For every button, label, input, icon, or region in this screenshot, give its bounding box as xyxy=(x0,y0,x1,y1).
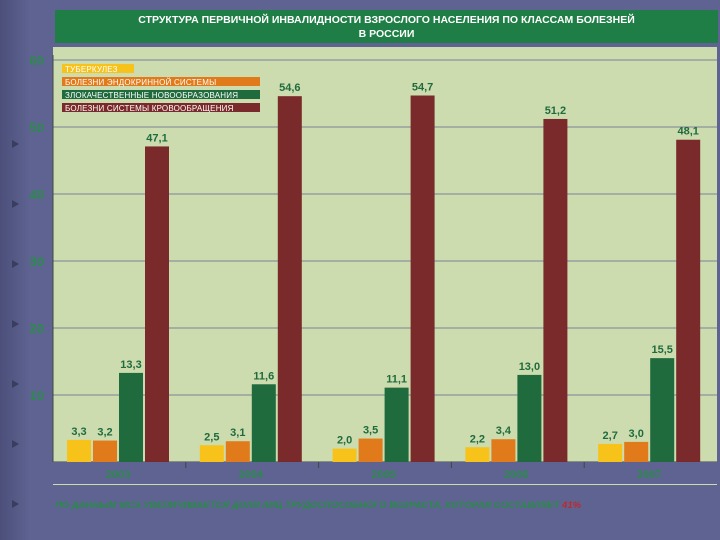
legend-label: ЗЛОКАЧЕСТВЕННЫЕ НОВООБРАЗОВАНИЯ xyxy=(65,91,238,100)
data-label: 3,0 xyxy=(629,428,644,440)
legend-swatch xyxy=(62,77,260,86)
data-label: 51,2 xyxy=(545,105,566,117)
data-label: 54,7 xyxy=(412,82,433,94)
footer-note-text: ПО ДАННЫМ МСЭ УВЕЛИЧИВАЕТСЯ ДОЛЯ ЛИЦ ТРУ… xyxy=(55,500,560,511)
x-tick-label: 2004 xyxy=(239,469,264,481)
data-label: 13,3 xyxy=(120,359,141,371)
bullet-arrow-icon xyxy=(12,320,19,328)
data-label: 3,5 xyxy=(363,425,378,437)
legend-label: ТУБЕРКУЛЕЗ xyxy=(65,65,118,74)
y-tick-label: 30 xyxy=(30,254,44,269)
y-tick-label: 50 xyxy=(30,120,44,135)
data-label: 3,2 xyxy=(97,427,112,439)
chart-title-line-2: В РОССИИ xyxy=(358,28,415,40)
bar-2 xyxy=(491,439,516,462)
legend-label: БОЛЕЗНИ СИСТЕМЫ КРОВООБРАЩЕНИЯ xyxy=(65,104,234,113)
chart-title: СТРУКТУРА ПЕРВИЧНОЙ ИНВАЛИДНОСТИ ВЗРОСЛО… xyxy=(55,10,718,43)
bar-2 xyxy=(93,440,117,462)
bar-2 xyxy=(225,441,250,462)
bullet-arrow-icon xyxy=(12,140,19,148)
bullet-arrow-icon xyxy=(12,380,19,388)
legend-swatch xyxy=(62,103,260,112)
bullet-arrow-icon xyxy=(12,500,19,508)
footer-note: ПО ДАННЫМ МСЭ УВЕЛИЧИВАЕТСЯ ДОЛЯ ЛИЦ ТРУ… xyxy=(55,500,720,511)
footer-note-percent: 41% xyxy=(562,500,582,511)
data-label: 2,2 xyxy=(470,433,485,445)
y-tick-label: 10 xyxy=(30,388,44,403)
bar-4 xyxy=(145,146,169,462)
y-tick-label: 40 xyxy=(30,187,44,202)
x-tick-label: 2005 xyxy=(371,469,395,481)
data-label: 47,1 xyxy=(146,132,167,144)
bar-4 xyxy=(410,95,435,462)
legend-label: БОЛЕЗНИ ЭНДОКРИННОЙ СИСТЕМЫ xyxy=(65,78,216,87)
data-label: 11,6 xyxy=(253,370,274,382)
bar-1 xyxy=(598,443,623,462)
data-label: 11,1 xyxy=(386,374,407,386)
y-tick-label: 60 xyxy=(30,53,44,68)
data-label: 2,0 xyxy=(337,435,352,447)
bar-3 xyxy=(517,374,542,462)
x-tick-label: 2006 xyxy=(504,469,528,481)
bar-4 xyxy=(676,139,701,463)
bar-1 xyxy=(199,445,224,462)
bar-2 xyxy=(624,441,649,462)
bar-3 xyxy=(119,372,143,462)
x-tick-label: 2007 xyxy=(637,469,661,481)
bullet-arrow-icon xyxy=(12,200,19,208)
bar-4 xyxy=(277,96,302,463)
category-band xyxy=(53,462,717,484)
data-label: 2,7 xyxy=(603,430,618,442)
data-label: 15,5 xyxy=(651,344,672,356)
bullet-arrow-icon xyxy=(12,260,19,268)
data-label: 3,1 xyxy=(230,427,245,439)
data-label: 3,4 xyxy=(496,425,512,437)
legend-swatch xyxy=(62,64,134,73)
bar-3 xyxy=(650,358,675,462)
data-label: 48,1 xyxy=(677,126,698,138)
bar-3 xyxy=(384,387,409,462)
bar-1 xyxy=(332,448,357,462)
y-tick-label: 20 xyxy=(30,321,44,336)
x-tick-label: 2003 xyxy=(106,469,130,481)
bullet-arrow-icon xyxy=(12,440,19,448)
data-label: 54,6 xyxy=(279,82,300,94)
data-label: 3,3 xyxy=(71,426,86,438)
chart-title-line-1: СТРУКТУРА ПЕРВИЧНОЙ ИНВАЛИДНОСТИ ВЗРОСЛО… xyxy=(138,14,635,26)
bar-1 xyxy=(465,447,490,462)
bar-2 xyxy=(358,438,383,462)
left-decor-band xyxy=(0,0,30,540)
bar-3 xyxy=(251,384,276,462)
bar-4 xyxy=(543,118,568,463)
data-label: 13,0 xyxy=(519,361,540,373)
bar-1 xyxy=(67,439,91,462)
data-label: 2,5 xyxy=(204,431,219,443)
legend-swatch xyxy=(62,90,260,99)
